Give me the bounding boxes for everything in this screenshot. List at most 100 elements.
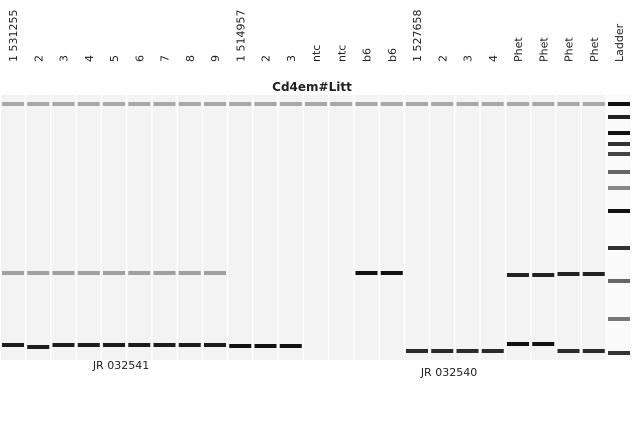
band (77, 343, 100, 347)
band (77, 271, 100, 275)
lane-label: 2 (436, 55, 449, 62)
band (178, 102, 201, 106)
lane-label: b6 (361, 48, 374, 62)
band (582, 272, 605, 276)
band (254, 102, 277, 106)
lane-label: ntc (335, 45, 348, 62)
lane-label: 9 (209, 55, 222, 62)
lane (278, 95, 303, 360)
band (2, 271, 24, 275)
lane (430, 95, 455, 360)
band (355, 271, 378, 275)
band (204, 271, 226, 275)
band (507, 102, 529, 106)
band (204, 102, 226, 106)
lane-label: Phet (563, 37, 576, 62)
group-note: JR 032540 (420, 366, 477, 379)
lane (304, 95, 328, 360)
band (229, 102, 252, 106)
band (27, 102, 50, 106)
gel-title: Cd4em#Litt (272, 80, 352, 94)
band (52, 343, 75, 347)
band (279, 102, 302, 106)
band (608, 142, 630, 146)
lane-label: 4 (83, 55, 96, 62)
lane (556, 95, 581, 360)
lane-label: 2 (32, 55, 45, 62)
lane-label: 1 527658 (411, 10, 424, 63)
lane (581, 95, 606, 360)
band (178, 271, 201, 275)
lane (480, 95, 505, 360)
band (52, 271, 75, 275)
lane-label: 2 (260, 55, 273, 62)
band (128, 343, 151, 347)
band (355, 102, 378, 106)
lane (228, 95, 253, 360)
band (608, 279, 630, 283)
band (532, 342, 555, 346)
band (532, 273, 555, 277)
band (481, 349, 504, 353)
band (608, 186, 630, 190)
lane (379, 95, 404, 360)
lane (405, 95, 429, 360)
lane-label: 8 (184, 55, 197, 62)
band (406, 102, 428, 106)
band (532, 102, 555, 106)
band (27, 345, 50, 349)
lane-label: 6 (133, 55, 146, 62)
band (608, 209, 630, 213)
band (380, 271, 403, 275)
group-note: JR 032541 (92, 359, 149, 372)
band (103, 343, 125, 347)
lane (455, 95, 480, 360)
band (608, 246, 630, 250)
lane-label: 1 514957 (234, 10, 247, 63)
band (507, 342, 529, 346)
lane (354, 95, 379, 360)
band (608, 102, 630, 106)
band (229, 344, 252, 348)
lane-label: ntc (310, 45, 323, 62)
band (608, 115, 630, 119)
lane-label: 3 (462, 55, 475, 62)
band (608, 317, 630, 321)
lane (253, 95, 278, 360)
band (557, 102, 580, 106)
band (305, 102, 327, 106)
band (330, 102, 353, 106)
band (153, 343, 176, 347)
band (431, 102, 454, 106)
band (178, 343, 201, 347)
band (153, 271, 176, 275)
band (456, 102, 479, 106)
band (52, 102, 75, 106)
lane (152, 95, 177, 360)
lane-label: 1 531255 (7, 10, 20, 63)
band (128, 271, 151, 275)
lane-label: 3 (285, 55, 298, 62)
lane (51, 95, 76, 360)
lane (1, 95, 25, 360)
lane (127, 95, 152, 360)
lane (26, 95, 51, 360)
lane-label: Phet (537, 37, 550, 62)
band (608, 351, 630, 355)
lane (203, 95, 227, 360)
band (153, 102, 176, 106)
band (204, 343, 226, 347)
band (431, 349, 454, 353)
lane-label: 3 (58, 55, 71, 62)
band (608, 170, 630, 174)
band (456, 349, 479, 353)
band (582, 102, 605, 106)
lane-label: 7 (159, 55, 172, 62)
band (27, 271, 50, 275)
lane (76, 95, 101, 360)
band (2, 102, 24, 106)
lane-labels: 1 531255 2 3 4 5 6 7 8 9 1 514957 2 3 ntc ntc b6 b6 1 52… (7, 10, 626, 63)
band (128, 102, 151, 106)
band (103, 102, 125, 106)
